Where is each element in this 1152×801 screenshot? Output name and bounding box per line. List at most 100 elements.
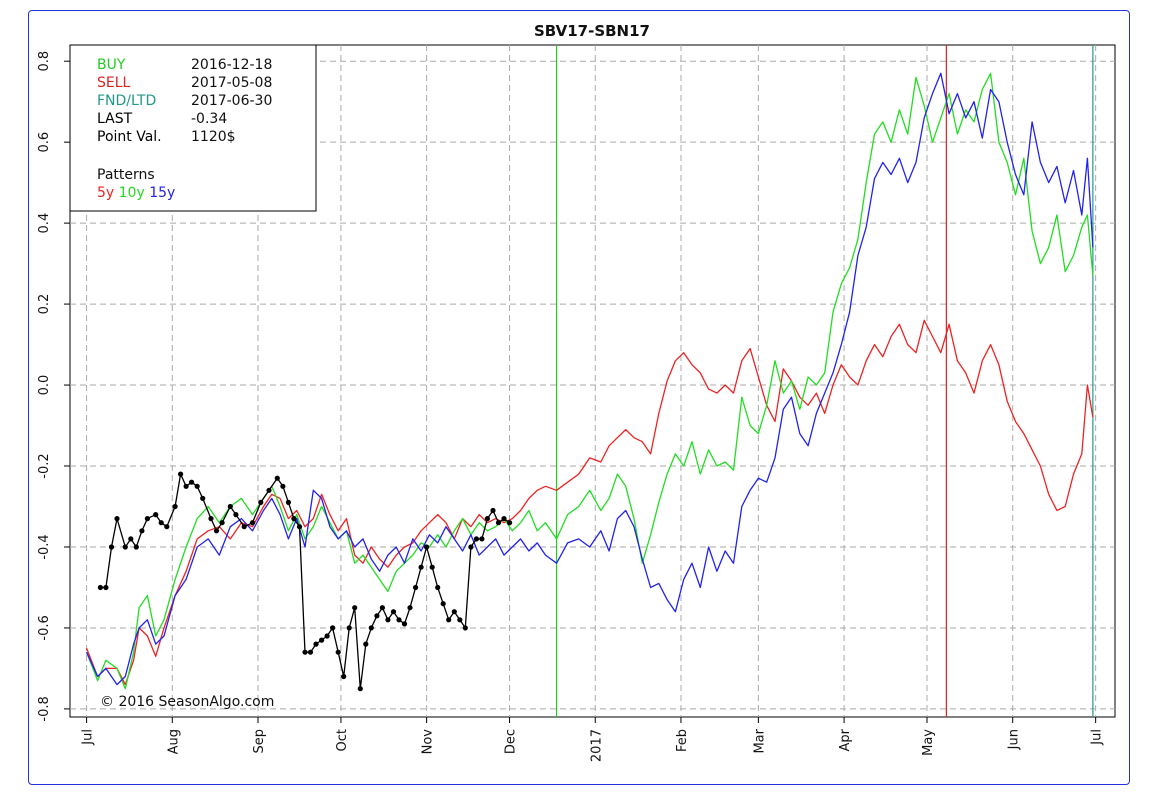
y-tick-label: -0.2 [37, 453, 52, 478]
data-point [379, 605, 385, 611]
data-point [462, 625, 468, 631]
y-tick-label: 0.4 [37, 213, 52, 234]
data-point [307, 649, 314, 655]
x-tick-label: Apr [838, 728, 853, 751]
data-point [407, 605, 413, 611]
legend-pattern-entries: 5y 10y 15y [97, 185, 175, 201]
y-tick-label: 0.8 [37, 51, 52, 72]
data-point [457, 617, 463, 623]
y-tick-label: -0.6 [37, 615, 52, 640]
data-point [266, 487, 272, 493]
data-point [330, 625, 336, 631]
legend-box: BUY 2016-12-18 SELL 2017-05-08 FND/LTD 2017-0… [69, 44, 317, 212]
x-tick-label: Jul [1090, 729, 1105, 746]
data-point [249, 520, 256, 526]
data-point [103, 584, 109, 591]
data-point [319, 637, 325, 643]
data-point [446, 617, 452, 623]
series-line-10y [85, 72, 1094, 690]
data-point [133, 544, 139, 550]
data-point [507, 520, 513, 526]
legend-pattern-5y: 5y [97, 185, 114, 201]
data-point [302, 649, 308, 655]
data-point [501, 516, 507, 522]
data-point [313, 641, 319, 647]
data-point [164, 524, 170, 530]
y-tick-label: -0.8 [37, 696, 52, 721]
data-point [324, 633, 330, 639]
data-point [413, 584, 419, 591]
legend-value: -0.34 [191, 111, 227, 127]
x-tick-label: Dec [504, 729, 519, 754]
y-tick-label: 0.6 [37, 132, 52, 153]
data-point [158, 520, 164, 526]
legend-label: BUY [97, 57, 126, 73]
data-point [390, 609, 397, 615]
legend-value: 2016-12-18 [191, 57, 272, 73]
x-tick-label: Aug [166, 729, 181, 754]
data-point [97, 584, 103, 591]
data-point [280, 483, 286, 489]
data-point [219, 520, 225, 526]
series-lines [85, 72, 1094, 692]
data-point [208, 516, 214, 522]
legend-pattern-15y: 15y [145, 185, 176, 201]
data-point [341, 673, 347, 680]
legend-frame [69, 44, 317, 212]
data-point [363, 641, 369, 647]
data-point [296, 524, 303, 530]
data-point [346, 625, 352, 631]
data-point [401, 621, 408, 627]
data-point [352, 605, 358, 611]
x-tick-label: Oct [335, 729, 350, 751]
legend-label: FND/LTD [97, 93, 156, 109]
x-tick-label: Sep [252, 729, 267, 754]
data-point [285, 499, 291, 505]
x-tick-label: Jul [81, 729, 96, 746]
data-point [374, 613, 380, 619]
x-tick-label: Mar [752, 728, 767, 753]
data-point [183, 483, 189, 489]
data-point [122, 544, 128, 550]
data-point [368, 625, 374, 631]
x-tick-label: Nov [421, 729, 436, 755]
x-tick-label: 2017 [589, 729, 604, 762]
data-point [357, 686, 363, 692]
data-point [227, 503, 233, 510]
data-point [385, 617, 391, 623]
y-tick-label: 0.2 [37, 294, 52, 315]
data-point [108, 544, 115, 550]
x-tick-label: May [921, 729, 936, 756]
data-point [468, 544, 474, 550]
legend-label: LAST [97, 111, 133, 127]
data-point [396, 617, 402, 623]
legend-value: 2017-05-08 [191, 75, 272, 91]
legend-label: SELL [97, 75, 131, 91]
event-markers [555, 45, 1094, 717]
data-point [335, 649, 341, 655]
copyright-text: © 2016 SeasonAlgo.com [100, 694, 274, 710]
legend-value: 2017-06-30 [191, 93, 272, 109]
data-point [172, 503, 178, 510]
y-tick-label: -0.4 [37, 534, 52, 559]
data-point [484, 516, 490, 522]
data-point [479, 536, 485, 542]
series-line-15y [86, 72, 1094, 686]
legend-patterns-label: Patterns [97, 167, 155, 183]
data-point [178, 471, 184, 477]
chart-frame [28, 10, 1130, 785]
data-point [440, 601, 446, 607]
data-point [128, 536, 134, 542]
data-point [473, 536, 479, 542]
data-point [429, 564, 435, 570]
data-point [495, 520, 502, 526]
data-point [153, 511, 159, 518]
data-point [241, 524, 247, 530]
data-point [451, 609, 457, 615]
data-point [194, 483, 200, 489]
data-point [424, 544, 430, 550]
y-tick-label: 0.0 [37, 375, 52, 396]
legend-value: 1120$ [191, 129, 236, 145]
series-line-last [100, 473, 510, 690]
